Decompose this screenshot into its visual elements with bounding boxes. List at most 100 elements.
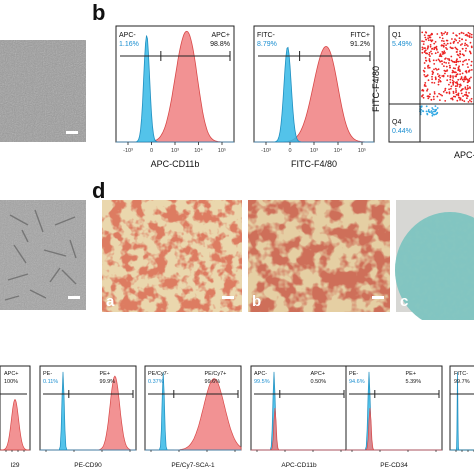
scatter-point <box>444 87 447 90</box>
scatter-point <box>422 96 425 99</box>
scatter-point <box>467 66 469 68</box>
scatter-point <box>445 44 447 46</box>
scatter-point <box>453 61 455 63</box>
scatter-point <box>439 80 442 82</box>
scatter-point <box>465 59 467 61</box>
scatter-point <box>437 81 440 83</box>
scatter-point <box>455 93 458 96</box>
top-histograms: APC- 1.16% APC+ 98.8% -10³ 0 10³ 10⁴ 10⁵ APC-CD11… <box>115 25 375 169</box>
scatter-point <box>465 47 467 50</box>
scatter-point <box>457 94 460 97</box>
scatter-point <box>425 52 427 55</box>
scale-bar <box>68 296 80 299</box>
scatter-xlabel: APC- <box>454 150 474 160</box>
scatter-point <box>453 40 456 43</box>
scatter-point <box>458 37 461 40</box>
scatter-point <box>466 95 469 98</box>
photo-sublabel-b: b <box>252 293 261 310</box>
scatter-point <box>455 60 458 63</box>
scatter-point <box>454 46 457 49</box>
scatter-point <box>427 64 430 67</box>
scatter-point <box>433 91 436 93</box>
scatter-point <box>455 88 457 90</box>
tick-label: 10³ <box>310 148 318 154</box>
scatter-point <box>443 69 446 72</box>
stained-histogram <box>251 407 347 451</box>
scatter-point <box>451 60 454 63</box>
scatter-point <box>449 75 452 78</box>
scatter-point <box>459 83 462 86</box>
scatter-point <box>463 59 466 62</box>
scatter-point <box>449 78 452 81</box>
scatter-point <box>444 72 446 75</box>
gate-negative-pct: 99.5% <box>254 379 270 385</box>
scatter-point <box>470 33 473 36</box>
scatter-point <box>447 58 449 60</box>
scatter-point <box>461 38 464 41</box>
scatter-point <box>423 83 426 86</box>
scatter-point <box>425 110 428 113</box>
control-histogram <box>254 46 374 143</box>
histogram-frame <box>345 365 443 451</box>
scatter-point <box>428 51 431 54</box>
tick-label: 10⁴ <box>334 147 343 154</box>
gate-positive-name: APC+ <box>212 32 230 39</box>
scatter-point <box>424 85 427 87</box>
tick-label: -10³ <box>123 148 133 154</box>
scatter-point <box>457 78 460 81</box>
tick-label: 10³ <box>171 148 179 154</box>
scatter-point <box>431 39 434 42</box>
scatter-point <box>465 39 467 41</box>
scatter-point <box>438 92 440 95</box>
scatter-point <box>454 67 456 70</box>
histogram-xlabel: APC-CD11b <box>281 462 317 469</box>
histogram-bottom-3: PE/Cy7- 0.37% PE/Cy7+ 99.6% PE/Cy7-SCA-1 <box>144 365 242 469</box>
scatter-point <box>436 112 438 115</box>
photo-sublabel-a: a <box>106 293 115 310</box>
alizarin-photo-a <box>102 200 242 312</box>
scatter-point <box>446 79 449 82</box>
gate-positive-pct: 91.2% <box>350 41 370 48</box>
scatter-point <box>441 63 444 65</box>
scatter-point <box>456 53 459 56</box>
panel-label-b: b <box>92 0 105 25</box>
scatter-point <box>457 93 460 95</box>
control-histogram <box>116 35 234 143</box>
scatter-point <box>455 34 457 37</box>
gate-name: APC+ <box>4 371 19 377</box>
scatter-point <box>436 107 439 109</box>
control-histogram <box>450 371 474 451</box>
scatter-point <box>459 52 461 55</box>
gate-pct: 99.7% <box>454 379 470 385</box>
scatter-point <box>425 75 428 78</box>
scatter-point <box>423 34 426 36</box>
scatter-point <box>442 52 445 55</box>
scatter-point <box>448 91 451 94</box>
gate-negative-pct: 1.16% <box>119 41 139 48</box>
scatter-point <box>435 59 438 62</box>
scatter-point <box>434 41 437 43</box>
scatter-point <box>459 56 461 59</box>
scatter-point <box>464 34 467 36</box>
scatter-point <box>427 45 429 48</box>
scatter-point <box>459 44 462 46</box>
scatter-point <box>452 70 455 73</box>
histogram-bottom-2: PE- 0.11% PE+ 99.9% PE-CD90 <box>39 365 137 469</box>
scatter-point <box>470 76 472 79</box>
scatter-point <box>424 75 427 78</box>
scatter-point <box>438 78 440 81</box>
scatter-point <box>444 57 447 60</box>
scatter-point <box>468 79 470 82</box>
scatter-point <box>431 48 433 50</box>
scatter-point <box>440 32 443 34</box>
scatter-point <box>432 71 435 74</box>
scatter-point <box>452 77 454 79</box>
scatter-point <box>434 77 437 80</box>
scatter-point <box>441 60 443 63</box>
scatter-point <box>431 75 433 78</box>
scatter-point <box>442 74 445 77</box>
scatter-point <box>433 46 436 49</box>
scatter-point <box>423 62 426 64</box>
scatter-point <box>464 88 467 90</box>
scatter-point <box>427 46 429 49</box>
